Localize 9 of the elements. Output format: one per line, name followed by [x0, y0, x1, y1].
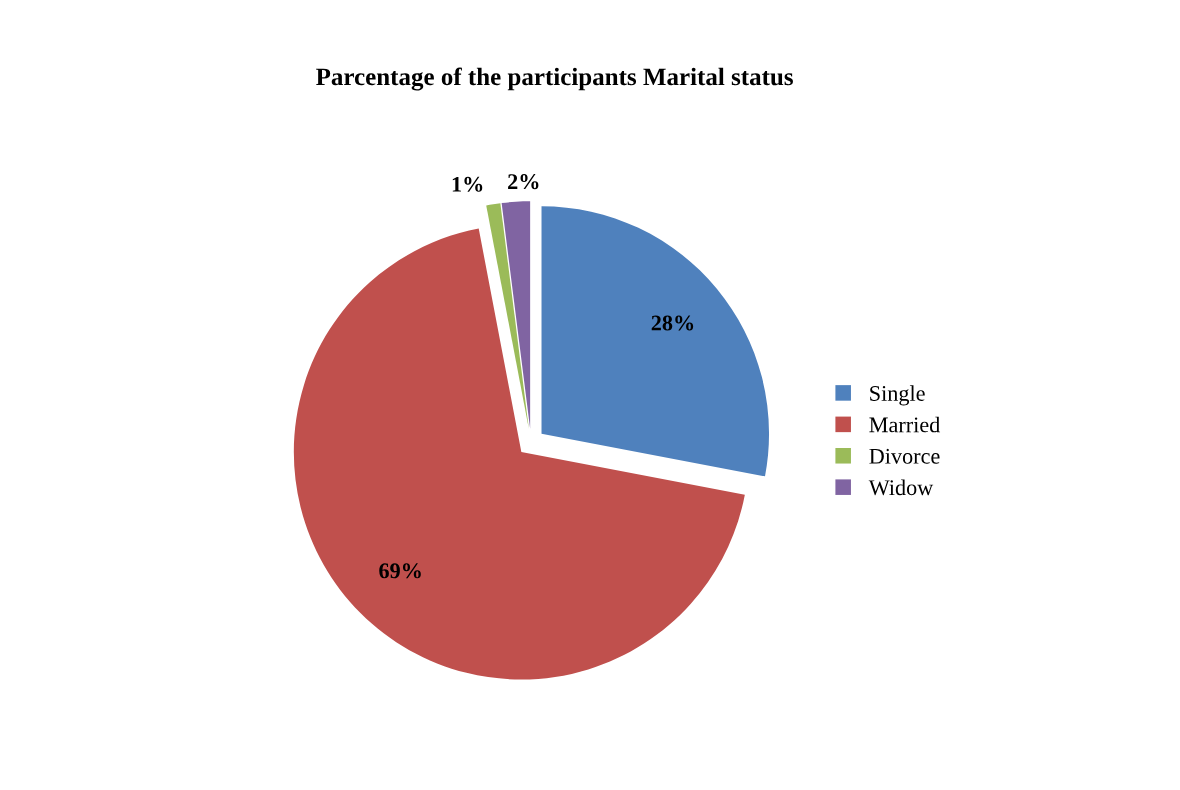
legend-label: Widow: [868, 479, 934, 496]
data-label: 28%: [651, 315, 694, 331]
legend-label: Divorce: [869, 448, 940, 464]
data-label: 2%: [508, 174, 539, 190]
chart-title: Parcentage of the participants Marital status: [316, 67, 793, 91]
legend-label: Married: [869, 416, 941, 433]
legend-label: Single: [870, 385, 925, 406]
data-label: 1%: [452, 176, 483, 192]
data-label: 69%: [379, 563, 421, 579]
